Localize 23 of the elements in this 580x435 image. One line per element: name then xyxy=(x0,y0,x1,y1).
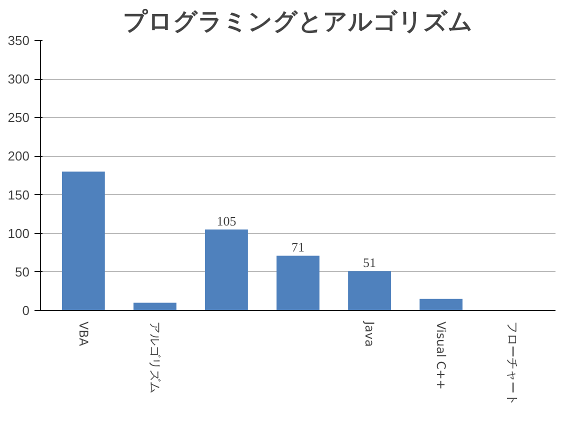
y-tick-label: 150 xyxy=(8,187,30,202)
chart-title: プログラミングとアルゴリズム xyxy=(123,8,473,36)
data-label: 51 xyxy=(363,255,376,270)
x-tick-label: フローチャート xyxy=(506,322,520,406)
bar xyxy=(348,271,391,310)
x-tick-label: VBA xyxy=(76,322,90,347)
data-label: 71 xyxy=(292,240,304,255)
data-label: 105 xyxy=(216,214,236,228)
y-tick-label: 0 xyxy=(22,303,30,318)
x-tick-label: Visual C++ xyxy=(434,322,448,390)
y-tick-label: 350 xyxy=(8,33,30,48)
bar xyxy=(205,230,248,310)
bar xyxy=(62,172,105,310)
y-tick-label: 300 xyxy=(8,72,30,87)
y-tick-label: 250 xyxy=(8,110,30,126)
bar xyxy=(133,302,176,310)
bar xyxy=(276,256,320,310)
y-tick-label: 100 xyxy=(8,226,30,241)
x-tick-label: Java xyxy=(362,320,377,347)
x-tick-label: アルゴリズム xyxy=(148,322,162,394)
y-tick-label: 50 xyxy=(15,264,30,280)
bar xyxy=(420,298,463,310)
y-tick-label: 200 xyxy=(8,148,30,164)
